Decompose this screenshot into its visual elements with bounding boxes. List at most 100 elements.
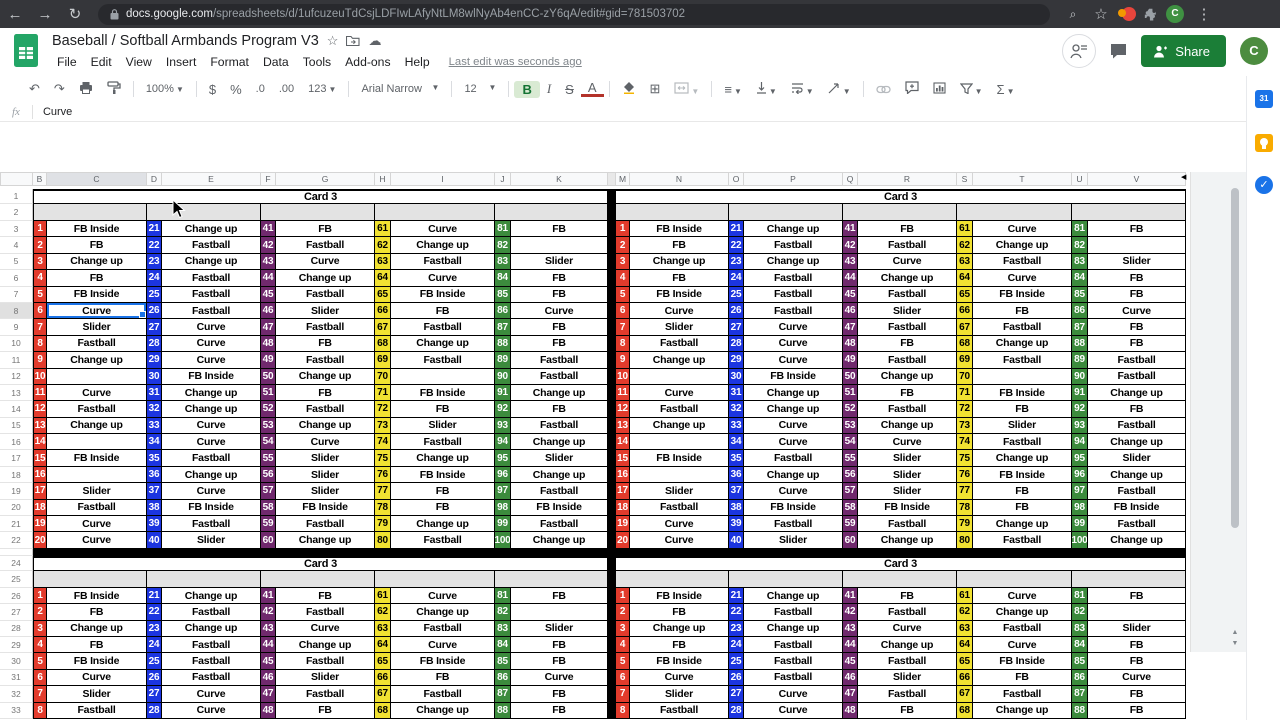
pitch-number-cell[interactable]: 75 [957, 450, 973, 467]
vertical-align-button[interactable]: ▼ [749, 81, 784, 97]
column-header-T[interactable]: T [973, 172, 1072, 186]
pitch-name-cell[interactable]: FB Inside [973, 286, 1072, 303]
pitch-number-cell[interactable]: 23 [147, 253, 162, 271]
pitch-number-cell[interactable]: 41 [261, 221, 276, 238]
pitch-number-cell[interactable]: 23 [729, 620, 744, 637]
pitch-name-cell[interactable]: Fastball [973, 253, 1072, 271]
pitch-number-cell[interactable]: 11 [33, 384, 47, 402]
pitch-name-cell[interactable]: FB [511, 587, 608, 605]
pitch-number-cell[interactable]: 63 [957, 253, 973, 271]
pitch-name-cell[interactable]: Slider [276, 466, 375, 484]
pitch-number-cell[interactable]: 48 [843, 335, 858, 353]
pitch-number-cell[interactable]: 55 [261, 450, 276, 467]
pitch-number-cell[interactable]: 18 [616, 499, 630, 517]
pitch-number-cell[interactable]: 86 [495, 302, 511, 320]
pitch-number-cell[interactable]: 22 [729, 237, 744, 254]
row-header-27[interactable]: 27 [0, 604, 33, 621]
pitch-name-cell[interactable]: Curve [162, 352, 261, 369]
pitch-number-cell[interactable]: 35 [147, 450, 162, 467]
pitch-number-cell[interactable]: 43 [261, 253, 276, 271]
pitch-number-cell[interactable]: 67 [375, 686, 391, 703]
browser-avatar[interactable]: C [1166, 5, 1184, 23]
pitch-name-cell[interactable]: Fastball [1088, 516, 1186, 533]
pitch-name-cell[interactable]: Fastball [744, 450, 843, 467]
pitch-name-cell[interactable]: FB [973, 499, 1072, 517]
pitch-number-cell[interactable]: 68 [375, 702, 391, 719]
borders-button[interactable]: ⊞ [649, 81, 661, 96]
pitch-number-cell[interactable]: 92 [495, 401, 511, 418]
pitch-number-cell[interactable]: 8 [616, 335, 630, 353]
pitch-name-cell[interactable]: Change up [744, 587, 843, 605]
pitch-number-cell[interactable]: 7 [33, 319, 47, 336]
pitch-name-cell[interactable]: Slider [276, 450, 375, 467]
pitch-name-cell[interactable]: Fastball [276, 401, 375, 418]
pitch-name-cell[interactable]: Change up [276, 636, 375, 654]
pitch-name-cell[interactable]: Change up [391, 335, 495, 353]
pitch-number-cell[interactable]: 34 [729, 434, 744, 451]
pitch-number-cell[interactable]: 85 [495, 286, 511, 303]
pitch-name-cell[interactable]: Change up [276, 532, 375, 549]
pitch-name-cell[interactable]: Fastball [162, 653, 261, 670]
italic-button[interactable]: I [546, 81, 552, 96]
last-edit-link[interactable]: Last edit was seconds ago [448, 56, 582, 68]
pitch-number-cell[interactable]: 71 [957, 384, 973, 402]
horizontal-align-button[interactable]: ≡ ▼ [724, 81, 742, 97]
pitch-number-cell[interactable]: 3 [33, 253, 47, 271]
pitch-name-cell[interactable]: FB [276, 702, 375, 719]
pitch-number-cell[interactable]: 4 [616, 270, 630, 287]
pitch-number-cell[interactable]: 84 [1072, 270, 1088, 287]
pitch-name-cell[interactable]: FB Inside [276, 499, 375, 517]
pitch-name-cell[interactable]: FB Inside [47, 286, 147, 303]
pitch-number-cell[interactable]: 71 [375, 384, 391, 402]
row-header-18[interactable]: 18 [0, 466, 33, 484]
calendar-icon[interactable]: 31 [1255, 90, 1273, 108]
pitch-number-cell[interactable]: 4 [33, 636, 47, 654]
pitch-number-cell[interactable]: 57 [261, 483, 276, 500]
row-header-16[interactable]: 16 [0, 434, 33, 451]
pitch-number-cell[interactable]: 9 [616, 352, 630, 369]
column-header-I[interactable]: I [391, 172, 495, 186]
pitch-name-cell[interactable] [630, 466, 729, 484]
pitch-number-cell[interactable]: 15 [33, 450, 47, 467]
card-subheader-cell[interactable] [261, 204, 375, 221]
pitch-name-cell[interactable]: FB [391, 483, 495, 500]
pitch-number-cell[interactable]: 5 [33, 286, 47, 303]
row-header-33[interactable]: 33 [0, 702, 33, 719]
pitch-number-cell[interactable]: 13 [33, 417, 47, 435]
pitch-number-cell[interactable]: 79 [957, 516, 973, 533]
pitch-number-cell[interactable]: 5 [616, 286, 630, 303]
pitch-name-cell[interactable]: Fastball [630, 335, 729, 353]
row-header-20[interactable]: 20 [0, 499, 33, 517]
pitch-number-cell[interactable]: 61 [957, 587, 973, 605]
redo-button[interactable]: ↷ [53, 81, 65, 96]
pitch-name-cell[interactable] [47, 434, 147, 451]
pitch-name-cell[interactable]: Fastball [162, 604, 261, 621]
pitch-name-cell[interactable]: FB Inside [391, 653, 495, 670]
pitch-name-cell[interactable]: FB [511, 653, 608, 670]
pitch-name-cell[interactable]: FB Inside [630, 653, 729, 670]
zoom-icon[interactable]: ⌕ [1069, 6, 1077, 21]
menu-view[interactable]: View [125, 55, 152, 69]
pitch-name-cell[interactable]: Fastball [47, 499, 147, 517]
pitch-name-cell[interactable]: Change up [511, 532, 608, 549]
pitch-number-cell[interactable]: 63 [375, 253, 391, 271]
pitch-number-cell[interactable]: 69 [957, 352, 973, 369]
row-header-8[interactable]: 8 [0, 302, 33, 320]
pitch-number-cell[interactable]: 83 [495, 253, 511, 271]
pitch-number-cell[interactable]: 4 [33, 270, 47, 287]
pitch-number-cell[interactable]: 97 [1072, 483, 1088, 500]
pitch-number-cell[interactable]: 53 [261, 417, 276, 435]
pitch-number-cell[interactable]: 92 [1072, 401, 1088, 418]
pitch-number-cell[interactable]: 28 [147, 335, 162, 353]
card-subheader-cell[interactable] [375, 204, 495, 221]
row-header-17[interactable]: 17 [0, 450, 33, 467]
text-color-button[interactable]: A [580, 81, 604, 97]
pitch-number-cell[interactable]: 96 [1072, 466, 1088, 484]
pitch-number-cell[interactable]: 5 [33, 653, 47, 670]
pitch-number-cell[interactable]: 62 [957, 237, 973, 254]
pitch-number-cell[interactable]: 49 [843, 352, 858, 369]
pitch-name-cell[interactable]: Fastball [744, 302, 843, 320]
pitch-name-cell[interactable]: Curve [162, 434, 261, 451]
pitch-number-cell[interactable]: 37 [729, 483, 744, 500]
pitch-name-cell[interactable]: Curve [162, 335, 261, 353]
